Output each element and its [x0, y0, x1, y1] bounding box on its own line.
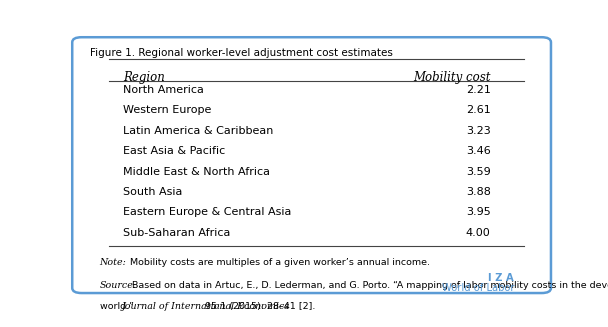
- Text: world.”: world.”: [100, 301, 137, 311]
- Text: Mobility cost: Mobility cost: [413, 71, 491, 84]
- Text: East Asia & Pacific: East Asia & Pacific: [123, 146, 226, 156]
- Text: South Asia: South Asia: [123, 187, 182, 197]
- Text: Mobility costs are multiples of a given worker’s annual income.: Mobility costs are multiples of a given …: [127, 258, 430, 267]
- Text: 2.61: 2.61: [466, 106, 491, 115]
- Text: Region: Region: [123, 71, 165, 84]
- Text: Eastern Europe & Central Asia: Eastern Europe & Central Asia: [123, 207, 291, 217]
- FancyBboxPatch shape: [72, 37, 551, 293]
- Text: Source:: Source:: [100, 281, 137, 290]
- Text: World of Labor: World of Labor: [442, 284, 514, 293]
- Text: 3.59: 3.59: [466, 167, 491, 177]
- Text: Latin America & Caribbean: Latin America & Caribbean: [123, 126, 274, 136]
- Text: Journal of International Economics: Journal of International Economics: [122, 301, 290, 311]
- Text: 3.88: 3.88: [466, 187, 491, 197]
- Text: 4.00: 4.00: [466, 228, 491, 238]
- Text: Note:: Note:: [100, 258, 126, 267]
- Text: 3.46: 3.46: [466, 146, 491, 156]
- Text: 2.21: 2.21: [466, 85, 491, 95]
- Text: 3.95: 3.95: [466, 207, 491, 217]
- Text: 95:1 (2015): 28–41 [2].: 95:1 (2015): 28–41 [2].: [202, 301, 315, 311]
- Text: Middle East & North Africa: Middle East & North Africa: [123, 167, 270, 177]
- Text: Western Europe: Western Europe: [123, 106, 212, 115]
- Text: 3.23: 3.23: [466, 126, 491, 136]
- Text: Sub-Saharan Africa: Sub-Saharan Africa: [123, 228, 230, 238]
- Text: I Z A: I Z A: [488, 273, 514, 283]
- Text: Based on data in Artuc, E., D. Lederman, and G. Porto. “A mapping of labor mobil: Based on data in Artuc, E., D. Lederman,…: [130, 281, 608, 290]
- Text: Figure 1. Regional worker-level adjustment cost estimates: Figure 1. Regional worker-level adjustme…: [90, 48, 393, 58]
- Text: North America: North America: [123, 85, 204, 95]
